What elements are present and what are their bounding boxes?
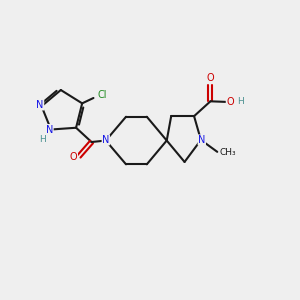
Text: H: H — [39, 134, 45, 143]
Text: N: N — [46, 124, 53, 134]
Text: N: N — [102, 135, 110, 145]
Text: O: O — [226, 97, 234, 106]
Text: N: N — [198, 135, 206, 145]
Text: H: H — [237, 98, 244, 106]
Text: N: N — [36, 100, 44, 110]
Text: CH₃: CH₃ — [220, 148, 236, 157]
Text: Cl: Cl — [98, 90, 107, 100]
Text: O: O — [207, 74, 214, 83]
Text: O: O — [70, 152, 77, 163]
